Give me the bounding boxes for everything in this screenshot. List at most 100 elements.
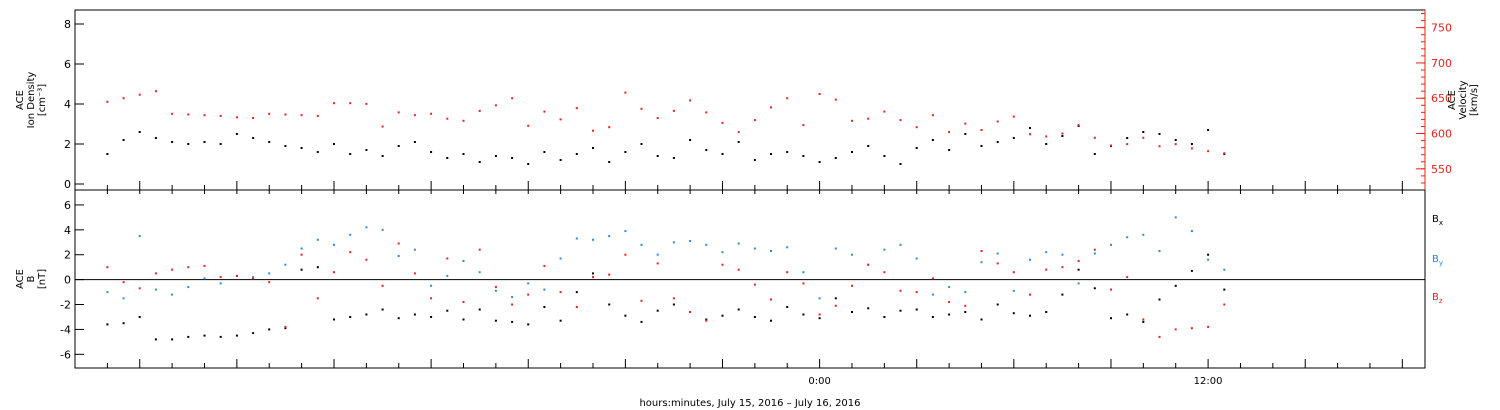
data-point bbox=[592, 276, 594, 279]
data-point bbox=[527, 124, 530, 127]
bfield-y-axis-label: ACE bbox=[15, 269, 26, 289]
data-point bbox=[770, 298, 772, 301]
data-point bbox=[915, 308, 918, 311]
data-point bbox=[753, 283, 756, 286]
data-point bbox=[851, 253, 853, 256]
data-point bbox=[527, 163, 530, 165]
data-point bbox=[656, 253, 659, 256]
data-point bbox=[511, 97, 514, 100]
data-point bbox=[381, 125, 384, 128]
data-point bbox=[1190, 147, 1193, 150]
data-point bbox=[592, 147, 594, 149]
data-point bbox=[138, 131, 141, 133]
data-point bbox=[948, 286, 951, 289]
data-point bbox=[413, 313, 416, 316]
data-point bbox=[818, 93, 821, 95]
data-point bbox=[770, 250, 772, 252]
data-point bbox=[559, 291, 562, 294]
data-point bbox=[931, 114, 934, 117]
data-point bbox=[413, 114, 416, 117]
data-point bbox=[300, 147, 303, 149]
data-point bbox=[122, 297, 125, 300]
data-point bbox=[640, 320, 643, 323]
velocity-axis-label: ACE bbox=[1447, 90, 1458, 110]
data-point bbox=[333, 143, 335, 145]
data-point bbox=[867, 145, 870, 147]
bfield-y-tick-label: 0 bbox=[64, 274, 71, 287]
data-point bbox=[219, 335, 222, 338]
data-point bbox=[737, 242, 740, 245]
data-point bbox=[478, 308, 481, 311]
data-point bbox=[397, 145, 400, 147]
data-point bbox=[883, 155, 886, 157]
data-point bbox=[786, 271, 789, 274]
data-point bbox=[300, 114, 303, 117]
density-y-tick-label: 4 bbox=[64, 98, 71, 111]
bfield-y-axis-label: B bbox=[26, 275, 37, 282]
axis-ticks bbox=[75, 10, 1426, 368]
data-point bbox=[1012, 137, 1015, 139]
bfield-y-tick-label: -6 bbox=[60, 348, 71, 361]
data-point bbox=[1029, 314, 1031, 317]
data-point bbox=[203, 141, 206, 143]
data-point bbox=[802, 271, 805, 274]
data-point bbox=[333, 318, 335, 321]
data-point bbox=[996, 262, 999, 265]
data-point bbox=[284, 325, 287, 328]
data-point bbox=[106, 153, 109, 155]
data-point bbox=[430, 284, 433, 287]
data-point bbox=[721, 314, 724, 317]
data-point bbox=[624, 253, 627, 256]
data-point bbox=[446, 117, 449, 120]
data-point bbox=[672, 303, 675, 306]
plasma-panel-frame bbox=[74, 9, 1426, 191]
data-point bbox=[1061, 293, 1064, 296]
data-point bbox=[1174, 143, 1177, 146]
data-point bbox=[300, 268, 303, 271]
data-point bbox=[818, 161, 821, 163]
data-point bbox=[268, 328, 271, 331]
data-point bbox=[203, 114, 206, 117]
data-point bbox=[1077, 124, 1080, 127]
data-point bbox=[770, 319, 772, 322]
data-point bbox=[1093, 252, 1096, 255]
data-point bbox=[656, 117, 659, 119]
data-point bbox=[980, 318, 983, 321]
data-point bbox=[608, 303, 611, 306]
data-point bbox=[802, 282, 805, 285]
data-point bbox=[1045, 251, 1048, 254]
data-point bbox=[122, 139, 125, 141]
data-point bbox=[316, 114, 319, 117]
data-point bbox=[1142, 136, 1145, 139]
data-point bbox=[268, 112, 271, 115]
data-point bbox=[964, 291, 967, 294]
data-point bbox=[737, 131, 740, 134]
data-point bbox=[462, 301, 465, 303]
data-point bbox=[478, 271, 481, 274]
data-point bbox=[1093, 248, 1096, 251]
data-point bbox=[219, 276, 222, 279]
data-point bbox=[1158, 145, 1161, 148]
data-point bbox=[1142, 131, 1145, 133]
data-point bbox=[624, 151, 627, 153]
data-point bbox=[851, 119, 853, 122]
data-point bbox=[964, 133, 967, 135]
data-point bbox=[656, 309, 659, 312]
data-point bbox=[430, 316, 433, 318]
data-point bbox=[753, 247, 756, 250]
data-point bbox=[138, 235, 141, 238]
data-point bbox=[478, 248, 481, 251]
velocity-tick-label: 750 bbox=[1431, 22, 1452, 35]
x-tick-label: 12:00 bbox=[1194, 376, 1223, 387]
data-point bbox=[818, 317, 821, 320]
data-point bbox=[624, 230, 627, 233]
legend-entry: Bz bbox=[1432, 292, 1443, 305]
data-point bbox=[964, 304, 967, 307]
data-point bbox=[705, 111, 708, 114]
data-point bbox=[867, 117, 870, 120]
data-point bbox=[430, 151, 433, 153]
data-point bbox=[753, 316, 756, 318]
data-point bbox=[802, 155, 805, 157]
data-point bbox=[219, 114, 222, 117]
data-point bbox=[446, 257, 449, 260]
